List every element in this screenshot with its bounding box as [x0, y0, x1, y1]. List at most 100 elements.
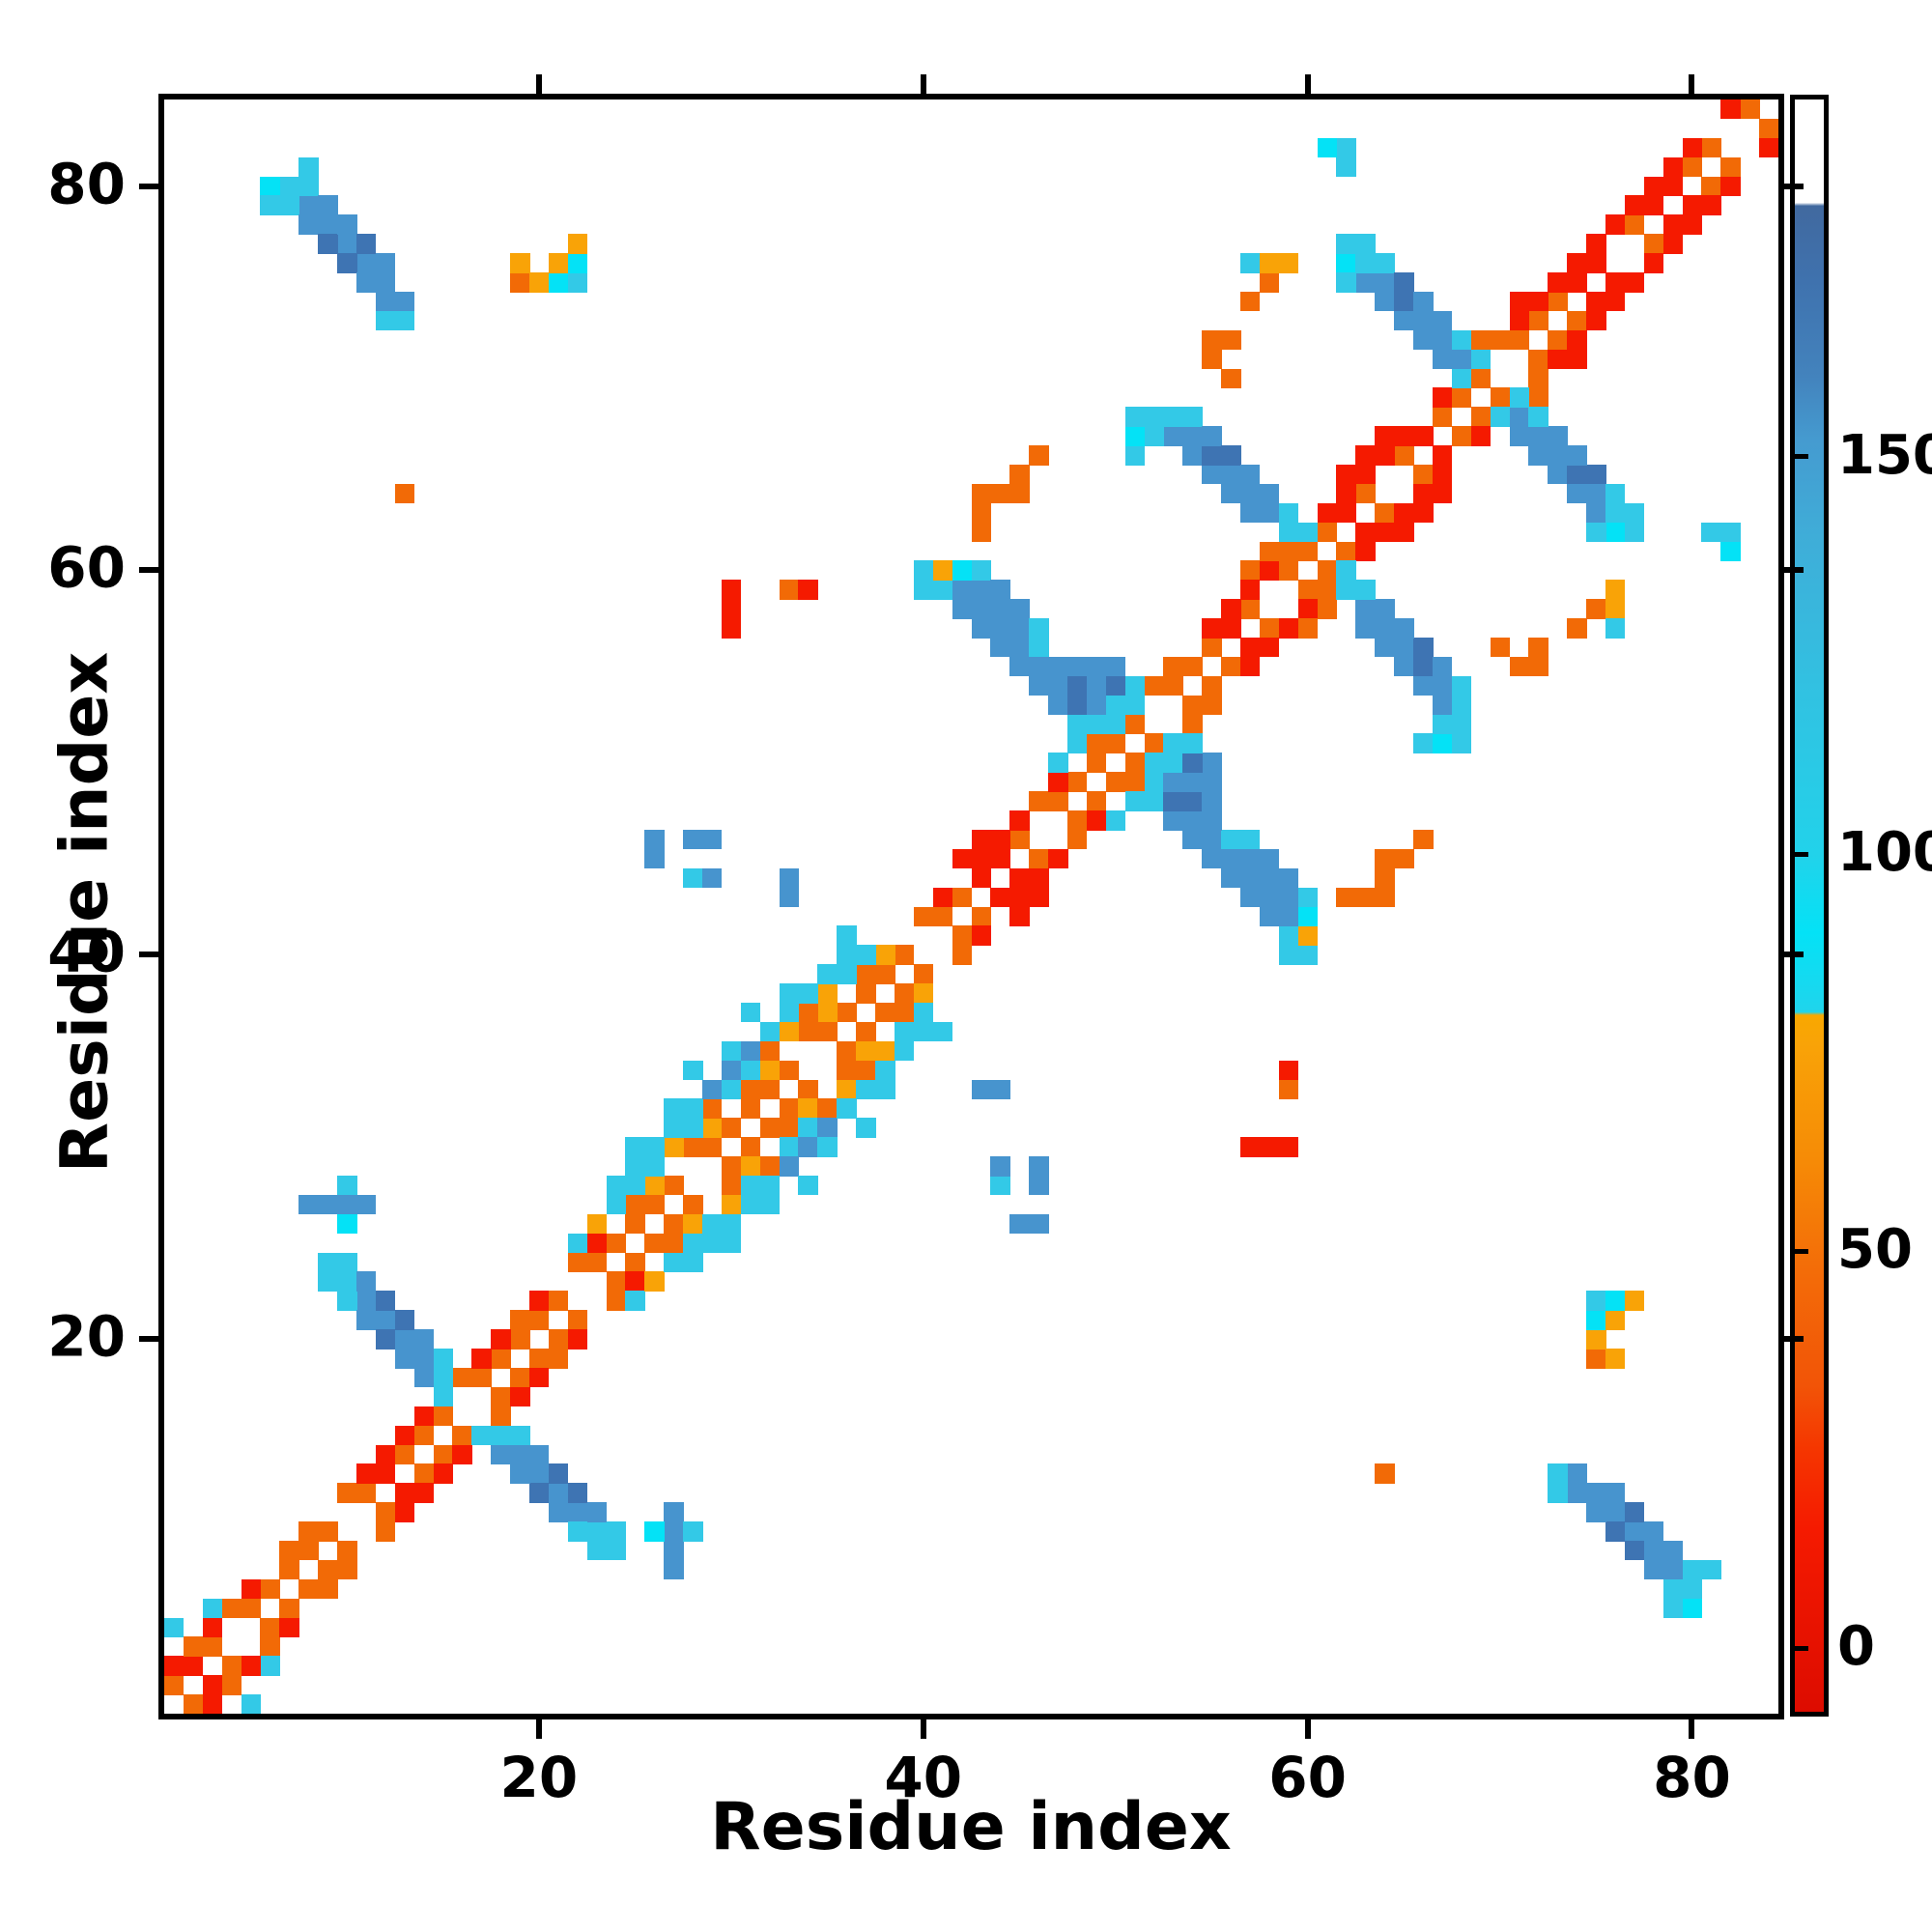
- heatmap-cell: [683, 1194, 703, 1215]
- heatmap-cell: [567, 272, 588, 293]
- heatmap-cell: [1470, 407, 1492, 427]
- heatmap-cell: [1701, 522, 1721, 543]
- heatmap-cell: [1394, 310, 1414, 331]
- heatmap-cell: [586, 1540, 608, 1561]
- x-tick-label: 80: [1653, 1745, 1731, 1810]
- heatmap-cell: [702, 1079, 723, 1100]
- heatmap-cell: [1586, 1349, 1606, 1369]
- heatmap-cell: [1375, 502, 1395, 524]
- heatmap-cell: [1394, 445, 1414, 466]
- heatmap-cell: [1375, 848, 1395, 869]
- heatmap-cell: [1413, 638, 1434, 658]
- heatmap-cell: [1297, 945, 1319, 965]
- heatmap-cell: [1355, 253, 1376, 273]
- heatmap-cell: [1259, 906, 1280, 926]
- heatmap-cell: [471, 1425, 492, 1446]
- heatmap-cell: [1682, 137, 1703, 158]
- heatmap-cell: [644, 1176, 665, 1196]
- heatmap-cell: [355, 1483, 377, 1503]
- heatmap-cell: [664, 1233, 684, 1254]
- heatmap-cell: [1432, 407, 1453, 427]
- x-axis-tick: [1689, 1719, 1695, 1739]
- heatmap-cell: [1163, 675, 1183, 696]
- heatmap-cell: [1336, 887, 1356, 908]
- heatmap-cell: [1394, 502, 1414, 524]
- heatmap-cell: [721, 599, 742, 619]
- heatmap-cell: [798, 1118, 818, 1138]
- heatmap-cell: [1586, 522, 1606, 543]
- heatmap-cell: [1432, 733, 1453, 753]
- heatmap-cell: [1009, 638, 1030, 658]
- colorbar-tick-label: 150: [1837, 424, 1932, 488]
- heatmap-cell: [913, 560, 934, 581]
- heatmap-cell: [528, 272, 550, 293]
- heatmap-cell: [798, 1137, 818, 1157]
- y-axis-right-tick: [1784, 567, 1804, 574]
- heatmap-cell: [1202, 810, 1222, 831]
- heatmap-cell: [1105, 695, 1126, 716]
- heatmap-cell: [664, 1118, 684, 1138]
- heatmap-cell: [1182, 407, 1203, 427]
- heatmap-cell: [1413, 310, 1434, 331]
- heatmap-cell: [1394, 272, 1414, 293]
- heatmap-cell: [183, 1694, 204, 1714]
- heatmap-cell: [491, 1406, 511, 1427]
- heatmap-cell: [1432, 695, 1453, 716]
- heatmap-cell: [1202, 695, 1222, 716]
- heatmap-cell: [1701, 137, 1721, 158]
- heatmap-cell: [1509, 407, 1529, 427]
- heatmap-cell: [221, 1675, 242, 1695]
- heatmap-cell: [1509, 387, 1529, 408]
- heatmap-cell: [1567, 253, 1587, 273]
- colorbar: [1790, 95, 1829, 1717]
- heatmap-cell: [260, 1578, 280, 1600]
- heatmap-cell: [394, 1502, 415, 1522]
- x-axis-top-tick: [1689, 74, 1695, 94]
- heatmap-cell: [1355, 272, 1376, 293]
- heatmap-cell: [702, 1213, 723, 1235]
- heatmap-cell: [971, 522, 991, 543]
- heatmap-cell: [1490, 407, 1511, 427]
- heatmap-cell: [971, 925, 991, 946]
- heatmap-cell: [1240, 291, 1261, 312]
- heatmap-cell: [548, 1463, 569, 1484]
- heatmap-cell: [1586, 1291, 1606, 1311]
- heatmap-cell: [1682, 156, 1703, 178]
- heatmap-cell: [1029, 1213, 1049, 1235]
- heatmap-cell: [337, 1213, 357, 1235]
- heatmap-cell: [1163, 810, 1183, 831]
- heatmap-cell: [971, 829, 991, 850]
- heatmap-cell: [1605, 1483, 1626, 1503]
- heatmap-cell: [721, 1156, 742, 1177]
- heatmap-cell: [837, 925, 857, 946]
- heatmap-cell: [375, 1463, 396, 1484]
- heatmap-cell: [1375, 426, 1395, 446]
- contact-map-plot: [158, 94, 1784, 1719]
- heatmap-cell: [721, 1060, 742, 1081]
- heatmap-cell: [337, 1176, 357, 1196]
- heatmap-cell: [683, 829, 703, 850]
- heatmap-cell: [1624, 1540, 1645, 1561]
- heatmap-cell: [1066, 772, 1088, 792]
- heatmap-cell: [875, 1079, 895, 1100]
- heatmap-cell: [990, 1176, 1010, 1196]
- heatmap-cell: [779, 1098, 800, 1119]
- heatmap-cell: [759, 1060, 781, 1081]
- heatmap-cell: [394, 1349, 415, 1369]
- heatmap-cell: [1605, 522, 1626, 543]
- heatmap-cell: [164, 1656, 185, 1676]
- heatmap-cell: [721, 580, 742, 600]
- heatmap-cell: [913, 983, 934, 1004]
- heatmap-cell: [241, 1578, 262, 1600]
- heatmap-cell: [1009, 1213, 1030, 1235]
- heatmap-cell: [318, 214, 338, 235]
- heatmap-cell: [1336, 234, 1356, 254]
- heatmap-cell: [528, 1349, 550, 1369]
- heatmap-cell: [798, 1021, 818, 1042]
- heatmap-cell: [1432, 675, 1453, 696]
- heatmap-cell: [1586, 253, 1606, 273]
- heatmap-cell: [932, 580, 953, 600]
- heatmap-cell: [779, 1060, 800, 1081]
- heatmap-cell: [1375, 291, 1395, 312]
- heatmap-cell: [1355, 580, 1376, 600]
